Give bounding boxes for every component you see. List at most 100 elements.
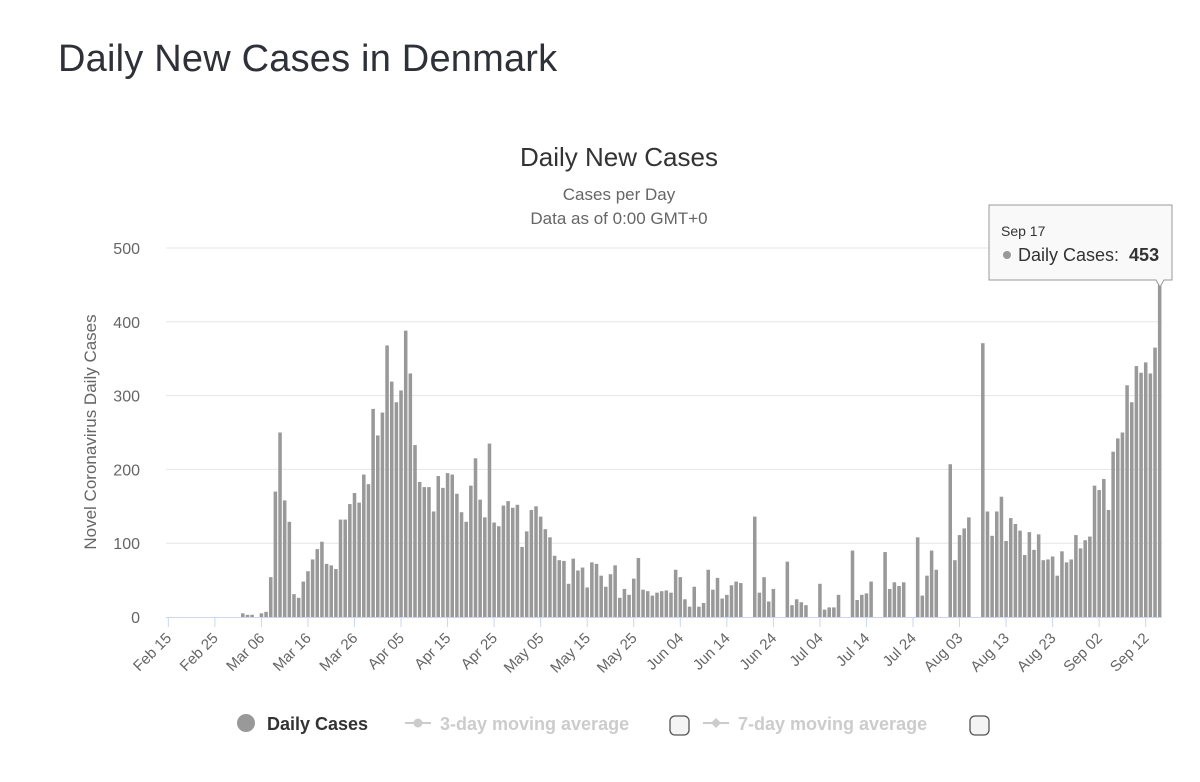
bar[interactable] <box>1027 532 1032 617</box>
bar[interactable] <box>729 585 734 617</box>
bar[interactable] <box>757 592 762 617</box>
bar[interactable] <box>497 526 501 617</box>
bar[interactable] <box>562 560 566 617</box>
bar[interactable] <box>413 445 417 617</box>
bar[interactable] <box>687 606 692 617</box>
bar[interactable] <box>659 591 664 617</box>
bar[interactable] <box>478 499 482 617</box>
bar[interactable] <box>1116 438 1120 617</box>
bar[interactable] <box>641 589 645 617</box>
bar[interactable] <box>487 443 492 617</box>
bar[interactable] <box>366 484 371 617</box>
bar[interactable] <box>492 522 496 617</box>
bar[interactable] <box>469 485 473 617</box>
bar[interactable] <box>734 581 738 617</box>
bar[interactable] <box>967 517 971 617</box>
bar[interactable] <box>296 597 301 617</box>
bar[interactable] <box>715 577 720 617</box>
bar[interactable] <box>1106 509 1111 617</box>
bar[interactable] <box>981 343 985 617</box>
bar[interactable] <box>580 567 585 617</box>
bar[interactable] <box>1060 551 1064 617</box>
bar[interactable] <box>329 565 333 617</box>
bar[interactable] <box>320 541 324 617</box>
bar[interactable] <box>752 516 757 617</box>
bar[interactable] <box>799 602 804 617</box>
bar[interactable] <box>455 493 459 617</box>
bar[interactable] <box>385 345 389 617</box>
bar[interactable] <box>464 521 468 617</box>
bar[interactable] <box>1120 432 1125 618</box>
bar[interactable] <box>245 614 250 617</box>
bar[interactable] <box>1004 540 1008 617</box>
legend-checkbox-7-day[interactable] <box>969 715 990 736</box>
bar[interactable] <box>962 528 966 617</box>
bar[interactable] <box>622 588 627 617</box>
bar[interactable] <box>1134 366 1139 617</box>
bar[interactable] <box>543 529 548 617</box>
bar[interactable] <box>259 613 264 617</box>
bar[interactable] <box>1022 555 1027 617</box>
bar[interactable] <box>655 592 659 617</box>
bar[interactable] <box>706 569 710 617</box>
bar[interactable] <box>990 535 994 617</box>
bar[interactable] <box>552 555 557 617</box>
bar[interactable] <box>250 614 254 617</box>
bar[interactable] <box>287 521 292 617</box>
bar[interactable] <box>241 613 245 617</box>
bar[interactable] <box>887 588 892 617</box>
bar[interactable] <box>1008 518 1013 617</box>
bar[interactable] <box>362 474 366 617</box>
bar[interactable] <box>1036 534 1041 617</box>
bar[interactable] <box>357 502 361 617</box>
bar[interactable] <box>692 586 697 617</box>
bar[interactable] <box>501 505 506 617</box>
bar[interactable] <box>827 607 831 617</box>
bar[interactable] <box>1074 535 1078 617</box>
legend-item-7-day-average[interactable]: 7-day moving average <box>703 714 927 734</box>
bar[interactable] <box>934 569 939 617</box>
bar[interactable] <box>534 506 538 617</box>
bar[interactable] <box>929 550 934 617</box>
bar[interactable] <box>1018 530 1022 617</box>
bar[interactable] <box>1088 536 1092 617</box>
bar[interactable] <box>855 600 859 617</box>
bar[interactable] <box>282 500 287 617</box>
bar[interactable] <box>566 583 571 617</box>
bar[interactable] <box>1046 559 1050 617</box>
legend-item-daily-cases[interactable]: Daily Cases <box>237 714 368 734</box>
bar[interactable] <box>836 594 841 617</box>
bar[interactable] <box>506 501 510 617</box>
bar[interactable] <box>985 511 990 617</box>
legend-item-3-day-average[interactable]: 3-day moving average <box>405 714 629 734</box>
bar[interactable] <box>599 575 603 617</box>
bar[interactable] <box>1129 402 1134 617</box>
bar[interactable] <box>794 599 799 617</box>
bar[interactable] <box>1157 282 1162 617</box>
bar[interactable] <box>1078 548 1083 617</box>
bar[interactable] <box>301 581 306 617</box>
bar[interactable] <box>334 569 338 617</box>
bar[interactable] <box>483 517 487 617</box>
bar[interactable] <box>1092 485 1097 617</box>
bar[interactable] <box>576 570 580 617</box>
bar[interactable] <box>739 583 743 617</box>
bar[interactable] <box>1153 347 1157 617</box>
bar[interactable] <box>1097 490 1101 617</box>
bar[interactable] <box>953 560 957 617</box>
bar[interactable] <box>948 464 953 617</box>
bar[interactable] <box>850 550 855 617</box>
bar[interactable] <box>915 537 920 617</box>
bar[interactable] <box>613 565 617 617</box>
bar[interactable] <box>524 531 529 617</box>
bar[interactable] <box>348 504 352 617</box>
bar[interactable] <box>515 504 520 617</box>
bar[interactable] <box>822 609 827 617</box>
bar[interactable] <box>459 512 464 617</box>
bar[interactable] <box>790 605 794 617</box>
bar[interactable] <box>678 577 683 617</box>
bar[interactable] <box>376 435 380 617</box>
bar[interactable] <box>1013 524 1018 617</box>
bar[interactable] <box>762 577 766 617</box>
bar[interactable] <box>408 373 413 617</box>
